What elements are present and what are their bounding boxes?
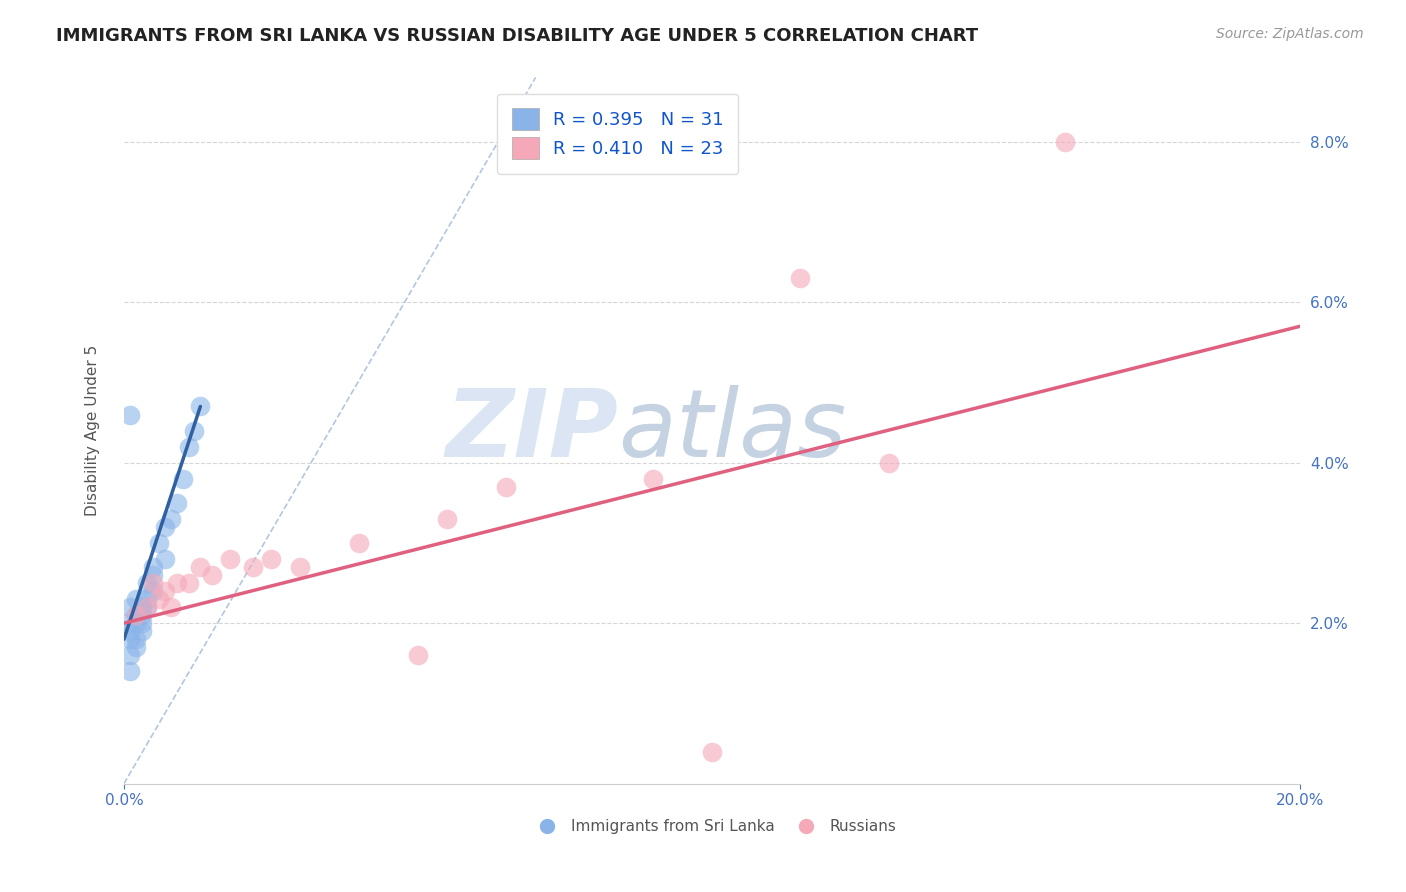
Point [495,480,517,494]
Point [166,576,188,591]
Point [115,616,138,631]
Point [148,592,170,607]
Point [136,600,159,615]
Point [160,600,183,615]
Point [131,616,153,631]
Point [643,472,665,486]
Point [700,745,723,759]
Point [347,536,370,550]
Point [153,520,176,534]
Point [290,560,312,574]
Point [124,632,146,647]
Point [124,608,146,623]
Point [153,584,176,599]
Point [142,584,165,599]
Point [124,592,146,607]
Point [172,472,194,486]
Point [118,648,141,663]
Text: Source: ZipAtlas.com: Source: ZipAtlas.com [1216,27,1364,41]
Point [406,648,429,663]
Point [142,568,165,582]
Point [148,536,170,550]
Point [789,271,811,285]
Point [118,665,141,679]
Point [136,576,159,591]
Point [131,624,153,639]
Point [242,560,264,574]
Point [131,608,153,623]
Text: IMMIGRANTS FROM SRI LANKA VS RUSSIAN DISABILITY AGE UNDER 5 CORRELATION CHART: IMMIGRANTS FROM SRI LANKA VS RUSSIAN DIS… [56,27,979,45]
Point [118,624,141,639]
Point [118,632,141,647]
Point [177,440,200,454]
Text: ZIP: ZIP [446,384,619,476]
Point [153,552,176,566]
Point [877,456,900,470]
Text: atlas: atlas [619,385,846,476]
Point [190,560,212,574]
Point [166,496,188,510]
Point [183,424,205,438]
Point [124,640,146,655]
Point [160,512,183,526]
Point [201,568,224,582]
Point [218,552,240,566]
Point [136,592,159,607]
Point [118,600,141,615]
Point [131,600,153,615]
Legend: R = 0.395   N = 31, R = 0.410   N = 23: R = 0.395 N = 31, R = 0.410 N = 23 [498,94,738,174]
Point [260,552,283,566]
Text: Russians: Russians [830,819,897,833]
Point [190,400,212,414]
Point [1053,135,1076,149]
Point [124,616,146,631]
Point [177,576,200,591]
Point [142,560,165,574]
Point [136,600,159,615]
Point [124,608,146,623]
Point [142,576,165,591]
Text: Immigrants from Sri Lanka: Immigrants from Sri Lanka [571,819,775,833]
Point [436,512,458,526]
Y-axis label: Disability Age Under 5: Disability Age Under 5 [86,345,100,516]
Point [118,408,141,422]
